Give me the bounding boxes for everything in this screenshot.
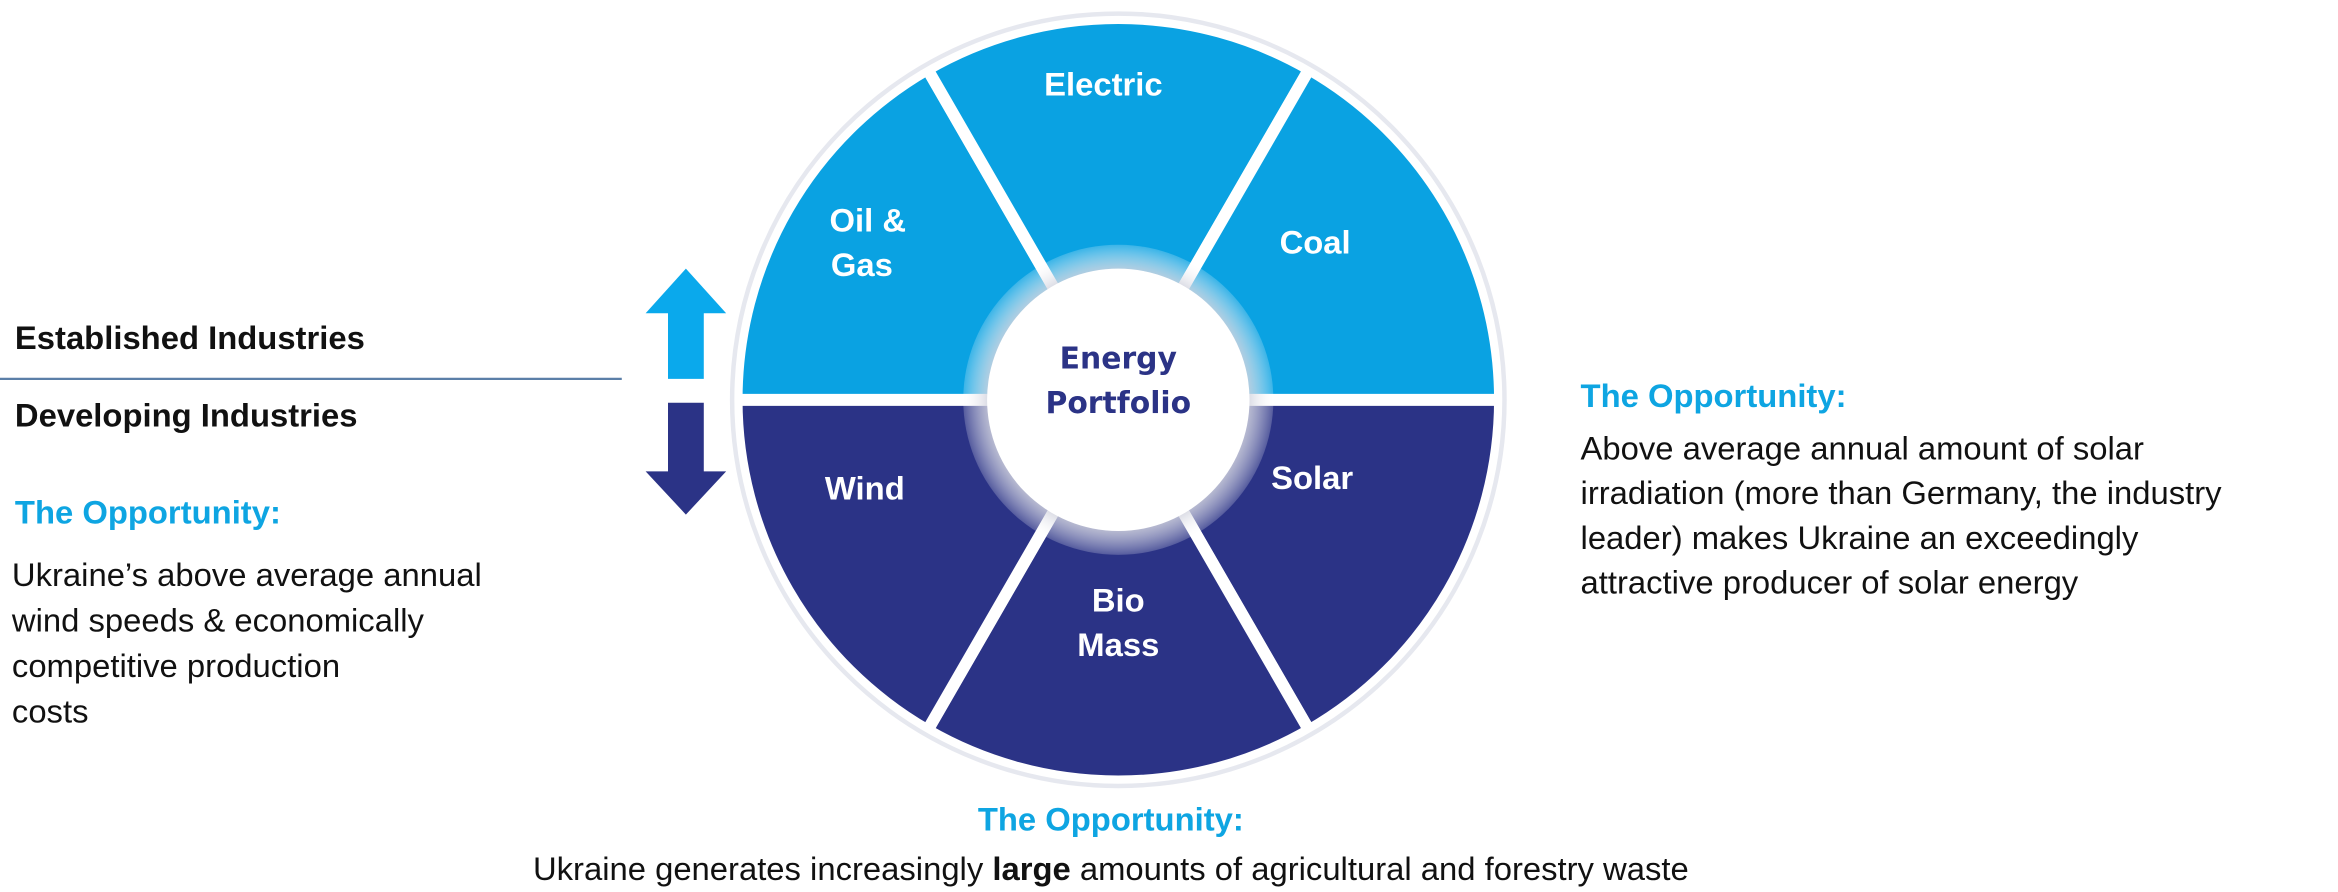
center-label: Portfolio: [1045, 386, 1191, 421]
segment-label: Bio: [1092, 582, 1145, 619]
segment-label: Coal: [1280, 224, 1351, 261]
established-label: Established Industries: [15, 319, 365, 356]
segment-label: Gas: [831, 246, 893, 283]
opportunity-text: attractive producer of solar energy: [1581, 564, 2079, 601]
center-label: Energy: [1060, 341, 1177, 376]
text-part: large: [992, 850, 1070, 887]
opportunity-text: irradiation (more than Germany, the indu…: [1581, 474, 2223, 511]
opportunity-title: The Opportunity:: [1581, 377, 1847, 414]
sector: [921, 12, 1316, 406]
opportunity-title: The Opportunity:: [978, 801, 1244, 838]
text-part: Ukraine generates increasingly: [533, 850, 992, 887]
text-part: amounts of agricultural and forestry was…: [1071, 850, 1689, 887]
up-arrow: [645, 268, 727, 379]
wheel-rim: [729, 11, 1507, 789]
center-circle: [987, 268, 1250, 531]
segment-label: Mass: [1077, 626, 1159, 663]
opportunity-text: wind speeds & economically: [11, 602, 425, 639]
opportunity-text: costs: [12, 693, 89, 730]
segment-label: Oil &: [830, 201, 907, 238]
segment-label: Electric: [1044, 66, 1163, 103]
segment-label: Solar: [1271, 459, 1353, 496]
opportunity-title: The Opportunity:: [15, 494, 281, 531]
sector: [921, 393, 1316, 788]
opportunity-text: Above average annual amount of solar: [1581, 429, 2144, 466]
segment-label: Wind: [825, 470, 905, 507]
opportunity-text: Ukraine generates increasingly large amo…: [533, 850, 1689, 887]
opportunity-text: leader) makes Ukraine an exceedingly: [1581, 519, 2139, 556]
opportunity-text: competitive production: [12, 647, 340, 684]
developing-label: Developing Industries: [15, 397, 358, 434]
opportunity-text: Ukraine’s above average annual: [12, 556, 482, 593]
down-arrow: [645, 402, 727, 515]
